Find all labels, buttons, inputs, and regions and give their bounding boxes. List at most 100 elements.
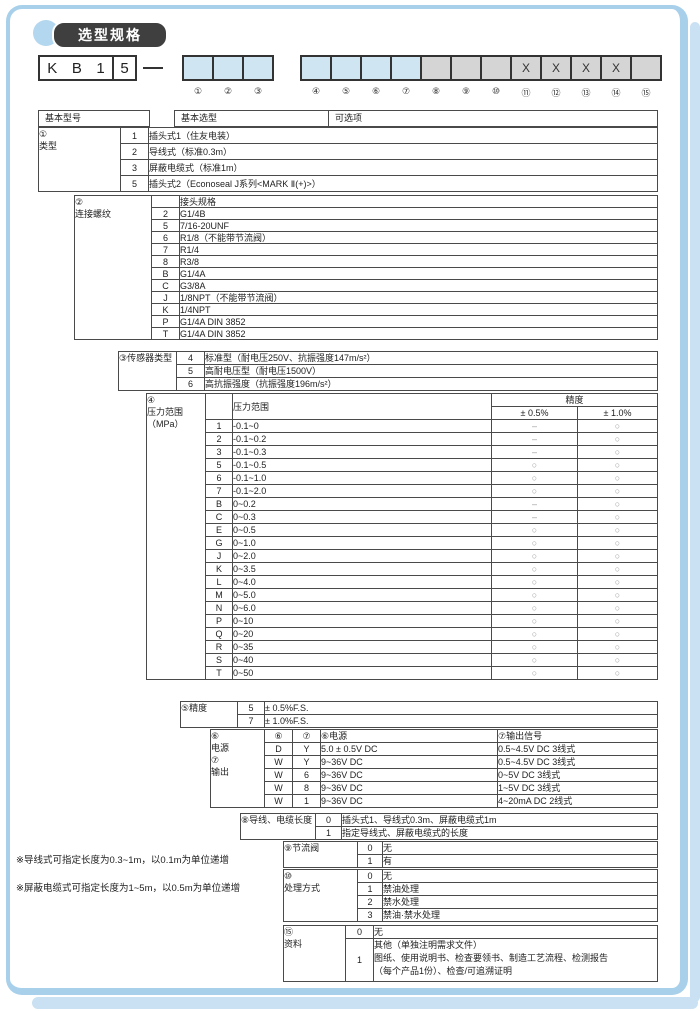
position-number: ⑫ — [551, 88, 561, 98]
header-optional: 可选项 — [335, 113, 363, 123]
option-code: 2 — [151, 207, 180, 220]
accuracy-mark: – — [490, 497, 578, 511]
code-box-col: ⑮ — [630, 55, 662, 99]
option-code: L — [205, 575, 233, 589]
accuracy-header: 精度 — [490, 393, 659, 407]
option-description: 无 — [373, 925, 658, 939]
page-title: 选型规格 — [52, 21, 168, 49]
option-description: 屏蔽电缆式（标准1m） — [148, 159, 658, 176]
accuracy-mark: ○ — [490, 601, 578, 615]
position-number: ③ — [253, 86, 263, 96]
code-box: X — [540, 55, 572, 81]
option-code: D — [264, 742, 293, 756]
accuracy-mark: ○ — [576, 458, 659, 472]
code-box-col: ③ — [242, 55, 274, 97]
accuracy-mark: ○ — [490, 549, 578, 563]
option-description: G1/4A DIN 3852 — [179, 315, 658, 328]
option-code: G — [205, 536, 233, 550]
model-char: 5 — [112, 57, 135, 79]
accuracy-mark: ○ — [490, 562, 578, 576]
option-description: 标准型（耐电压250V、抗振强度147m/s²） — [204, 351, 658, 365]
section-label: ④ 压力范围 （MPa） — [146, 393, 206, 680]
option-code: 1 — [345, 938, 374, 982]
code-box — [360, 55, 392, 81]
option-code: S — [205, 653, 233, 667]
option-description: 高耐电压型（耐电压1500V） — [204, 364, 658, 378]
option-code: 5 — [120, 175, 149, 192]
option-description: 插头式1、导线式0.3m、屏蔽电缆式1m — [341, 813, 658, 827]
option-code: B — [151, 267, 180, 280]
option-code: J — [151, 291, 180, 304]
output-value: 4~20mA DC 2线式 — [497, 794, 658, 808]
power-value: 9~36V DC — [320, 768, 498, 782]
pressure-range-value: 0~2.0 — [232, 549, 492, 563]
option-description: 高抗振强度（抗振强度196m/s²） — [204, 377, 658, 391]
option-code: 6 — [205, 471, 233, 485]
header-right-box: 基本选型 可选项 — [174, 110, 658, 127]
code-header-cell: ⑦ — [292, 729, 321, 743]
section-label: ⑥ 电源 ⑦ 输出 — [210, 729, 265, 808]
option-code: 5 — [237, 701, 265, 715]
option-code: 2 — [120, 143, 149, 160]
option-description: 7/16-20UNF — [179, 219, 658, 232]
accuracy-mark: ○ — [490, 523, 578, 537]
accuracy-mark: – — [490, 510, 578, 524]
option-code: 7 — [151, 243, 180, 256]
code-header-cell — [151, 195, 180, 208]
output-header: ⑦输出信号 — [497, 729, 658, 743]
pressure-range-value: -0.1~1.0 — [232, 471, 492, 485]
option-description: 插头式2（Econoseal J系列<MARK Ⅱ(+)>） — [148, 175, 658, 192]
option-code: 0 — [357, 869, 383, 883]
pressure-range-value: 0~0.2 — [232, 497, 492, 511]
section-throttle: ⑨节流阀 0 无 1 有 — [283, 841, 658, 868]
accuracy-mark: ○ — [576, 666, 659, 680]
option-code: Y — [292, 742, 321, 756]
model-prefix-box: K B 1 5 — [38, 55, 137, 81]
section-pressure: ④ 压力范围 （MPa） 压力范围 精度 ± 0.5% ± 1.0% 1 -0.1~0– ○ 2… — [146, 393, 659, 680]
code-box — [420, 55, 452, 81]
option-description: G1/4A — [179, 267, 658, 280]
accuracy-mark: – — [490, 445, 578, 459]
position-number: ⑭ — [611, 88, 621, 98]
option-description: G1/4B — [179, 207, 658, 220]
accuracy-col-header: ± 1.0% — [576, 406, 659, 420]
option-description: G3/8A — [179, 279, 658, 292]
section-cable: ⑧导线、电缆长度 0 插头式1、导线式0.3m、屏蔽电缆式1m 1 指定导线式、屏蔽电缆… — [240, 813, 658, 840]
option-code: Y — [292, 755, 321, 769]
option-code: 3 — [357, 908, 383, 922]
pressure-range-value: -0.1~0.2 — [232, 432, 492, 446]
option-code: 1 — [315, 826, 342, 840]
section-document: ⑮ 资料 0 无 1 其他（单独注明需求文件） 图纸、使用说明书、检查要领书、制造工艺流… — [283, 925, 658, 982]
option-description: 禁水处理 — [382, 895, 658, 909]
accuracy-mark: – — [490, 432, 578, 446]
option-description: 禁油·禁水处理 — [382, 908, 658, 922]
code-box-col: ⑥ — [360, 55, 392, 99]
section-label: ① 类型 — [38, 127, 121, 192]
option-description: 无 — [382, 841, 658, 855]
position-number: ⑥ — [371, 86, 381, 96]
code-box-col: ② — [212, 55, 244, 97]
option-code: C — [205, 510, 233, 524]
option-description: ± 1.0%F.S. — [264, 714, 658, 728]
option-code: 1 — [292, 794, 321, 808]
option-code: R — [205, 640, 233, 654]
pressure-range-value: 0~3.5 — [232, 562, 492, 576]
footnote: ※导线式可指定长度为0.3~1m，以0.1m为单位递增 — [16, 855, 230, 866]
accuracy-mark: ○ — [490, 471, 578, 485]
option-code: 0 — [315, 813, 342, 827]
option-description: R1/4 — [179, 243, 658, 256]
option-code: Q — [205, 627, 233, 641]
model-char: B — [71, 59, 82, 77]
accuracy-mark: ○ — [490, 666, 578, 680]
accuracy-mark: ○ — [490, 614, 578, 628]
pressure-range-value: 0~4.0 — [232, 575, 492, 589]
option-description: 1/4NPT — [179, 303, 658, 316]
accuracy-mark: ○ — [490, 484, 578, 498]
accuracy-mark: ○ — [576, 549, 659, 563]
option-code: 6 — [151, 231, 180, 244]
option-description: 指定导线式、屏蔽电缆式的长度 — [341, 826, 658, 840]
option-code: 1 — [357, 882, 383, 896]
accuracy-mark: ○ — [576, 523, 659, 537]
model-prefix-chars: K B 1 — [40, 57, 112, 79]
